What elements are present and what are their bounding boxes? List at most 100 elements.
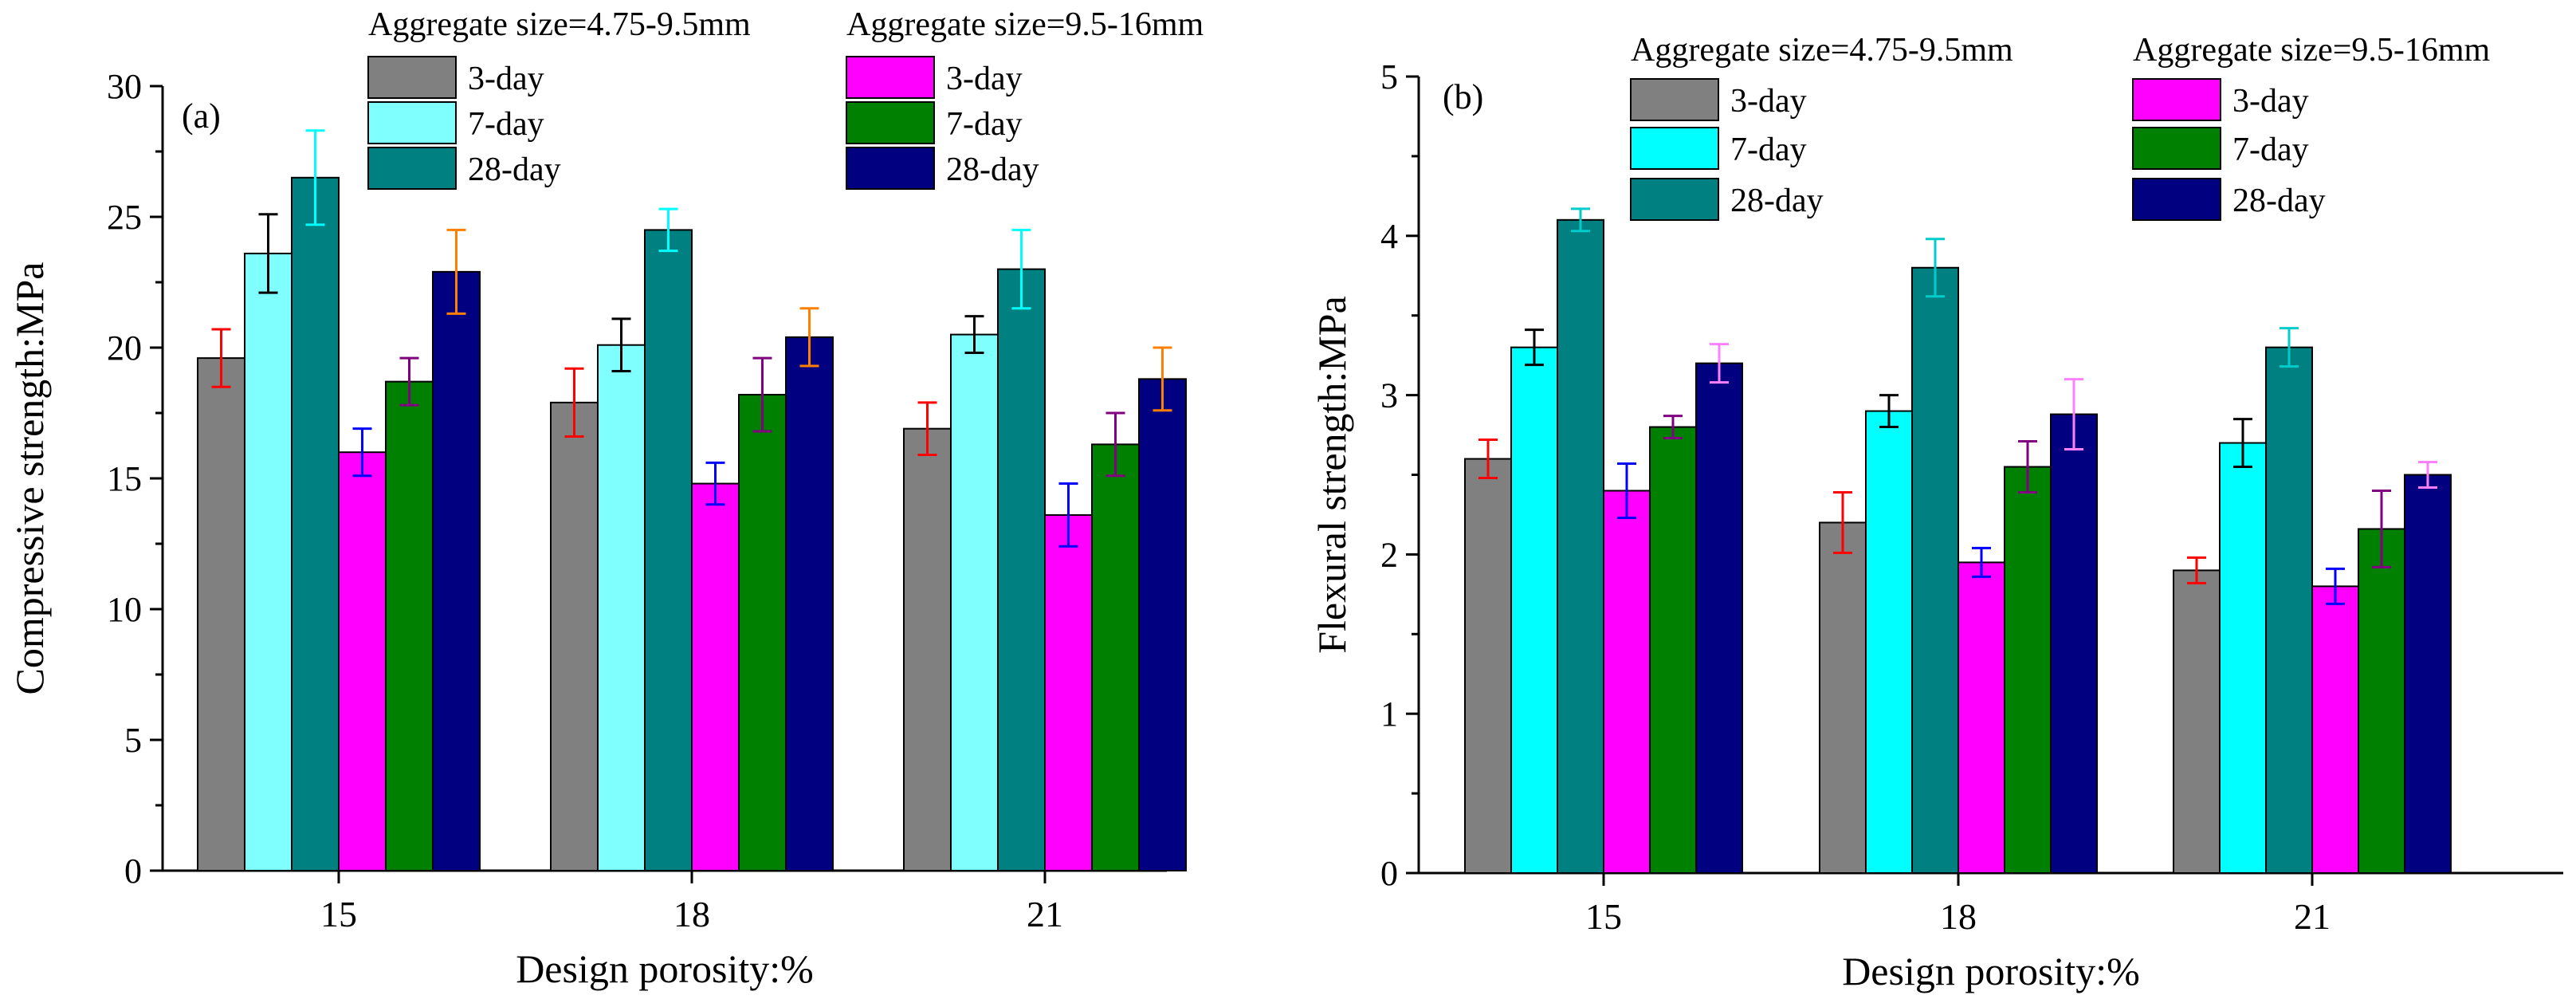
legend-label-a-s3: 3-day — [946, 61, 1023, 97]
error-bar-b-s0-c18 — [1833, 490, 1852, 554]
legend-swatch-b-s3 — [2132, 78, 2221, 121]
bar-b-3-day-s0-c15 — [1464, 458, 1512, 874]
legend-swatch-a-s3 — [846, 56, 935, 99]
bar-b-28-day-s2-c21 — [2265, 346, 2313, 875]
bar-b-28-day-s5-c18 — [2050, 413, 2098, 874]
legend-swatch-b-s1 — [1630, 127, 1719, 170]
error-bar-b-s3-c15 — [1617, 462, 1636, 519]
x-tick-label-b: 18 — [1940, 896, 1977, 937]
bar-a-7-day-s1-c15 — [244, 252, 293, 872]
error-bar-b-s1-c18 — [1879, 394, 1899, 429]
legend-swatch-a-s5 — [846, 147, 935, 190]
y-tick-label-b: 2 — [1380, 535, 1398, 574]
bar-b-28-day-s5-c15 — [1695, 362, 1743, 874]
legend-label-b-s5: 28-day — [2232, 183, 2326, 219]
error-bar-a-s4-c21 — [1105, 411, 1125, 478]
legend-label-a-s4: 7-day — [946, 106, 1023, 143]
x-tick-label-a: 15 — [320, 894, 357, 934]
legend-swatch-a-s4 — [846, 101, 935, 144]
bar-b-7-day-s1-c18 — [1865, 410, 1913, 874]
legend-swatch-b-s5 — [2132, 178, 2221, 221]
error-bar-a-s0-c21 — [917, 401, 937, 456]
y-tick-label-b: 4 — [1380, 217, 1398, 256]
bar-b-7-day-s1-c15 — [1510, 346, 1558, 875]
panel-label-b: (b) — [1443, 77, 1483, 116]
error-bar-a-s0-c15 — [211, 328, 231, 388]
error-bar-a-s3-c18 — [705, 461, 725, 506]
legend-label-a-s5: 28-day — [946, 151, 1039, 188]
legend-swatch-a-s2 — [367, 147, 457, 190]
legend-group-title-b-2: Aggregate size=9.5-16mm — [2133, 32, 2491, 69]
bar-b-28-day-s5-c21 — [2404, 474, 2452, 874]
x-tick-label-a: 21 — [1027, 894, 1063, 934]
legend-label-a-s2: 28-day — [468, 151, 561, 188]
y-tick-label-a: 25 — [107, 198, 142, 237]
x-tick-label-b: 15 — [1585, 896, 1622, 937]
error-bar-b-s4-c21 — [2372, 489, 2391, 568]
bar-a-3-day-s3-c15 — [338, 451, 387, 871]
error-bar-b-s1-c15 — [1525, 328, 1544, 367]
bar-a-3-day-s0-c18 — [550, 401, 599, 871]
error-bar-a-s5-c15 — [446, 228, 466, 315]
legend-group-title-a-1: Aggregate size=4.75-9.5mm — [368, 6, 751, 43]
y-tick-label-b: 1 — [1380, 694, 1398, 734]
bar-a-28-day-s5-c21 — [1138, 378, 1187, 871]
bar-b-3-day-s3-c18 — [1958, 561, 2005, 874]
error-bar-a-s5-c18 — [799, 307, 819, 368]
legend-label-b-s2: 28-day — [1730, 183, 1824, 219]
legend-label-b-s1: 7-day — [1730, 132, 1807, 168]
x-axis-label-a: Design porosity:% — [516, 946, 814, 991]
error-bar-b-s4-c15 — [1663, 415, 1683, 440]
bar-a-3-day-s3-c21 — [1044, 513, 1093, 871]
panel-b: Flexural strength:MPa Design porosity:% … — [1310, 32, 2563, 993]
error-bar-b-s3-c21 — [2326, 567, 2345, 605]
x-tick-label-b: 21 — [2294, 896, 2331, 937]
legend-label-b-s0: 3-day — [1730, 83, 1807, 120]
legend-swatch-b-s2 — [1630, 178, 1719, 221]
error-bar-b-s1-c21 — [2233, 418, 2252, 469]
legend-label-a-s1: 7-day — [468, 106, 544, 143]
y-tick-label-a: 5 — [124, 721, 142, 760]
error-bar-a-s3-c21 — [1058, 482, 1078, 548]
bar-a-3-day-s0-c21 — [903, 427, 952, 871]
x-axis-label-b: Design porosity:% — [1842, 949, 2140, 993]
error-bar-a-s2-c18 — [658, 207, 678, 253]
y-tick-label-a: 15 — [107, 459, 142, 498]
error-bar-b-s2-c15 — [1571, 207, 1590, 233]
error-bar-a-s4-c15 — [399, 356, 419, 407]
bar-a-7-day-s4-c21 — [1091, 443, 1140, 871]
bar-a-28-day-s5-c18 — [785, 336, 834, 871]
y-tick-label-b: 0 — [1380, 854, 1398, 893]
error-bar-b-s5-c15 — [1710, 343, 1729, 384]
legend-swatch-b-s0 — [1630, 78, 1719, 121]
bar-a-7-day-s1-c21 — [950, 333, 999, 872]
bar-b-7-day-s4-c18 — [2004, 466, 2052, 874]
error-bar-a-s0-c18 — [564, 367, 584, 439]
panel-label-a: (a) — [182, 96, 221, 136]
legend-group-title-b-1: Aggregate size=4.75-9.5mm — [1631, 32, 2013, 69]
error-bar-a-s2-c15 — [305, 129, 325, 226]
error-bar-a-s2-c21 — [1011, 228, 1031, 310]
error-bar-b-s5-c21 — [2418, 461, 2437, 489]
legend-label-a-s0: 3-day — [468, 61, 544, 97]
legend-swatch-a-s0 — [367, 56, 457, 99]
bar-b-7-day-s4-c21 — [2358, 528, 2405, 874]
error-bar-a-s5-c21 — [1153, 346, 1172, 412]
y-tick-label-b: 5 — [1380, 57, 1398, 96]
legend-swatch-a-s1 — [367, 101, 457, 144]
legend-label-b-s4: 7-day — [2232, 132, 2309, 168]
y-tick-label-a: 30 — [107, 67, 142, 106]
bar-a-28-day-s5-c15 — [432, 270, 481, 871]
error-bar-b-s2-c21 — [2280, 327, 2299, 368]
bar-a-3-day-s3-c18 — [691, 482, 740, 871]
error-bar-b-s5-c18 — [2064, 378, 2083, 451]
bar-a-28-day-s2-c21 — [997, 268, 1046, 872]
bar-a-28-day-s2-c18 — [644, 229, 693, 871]
error-bar-b-s4-c18 — [2018, 440, 2037, 494]
bar-a-7-day-s4-c15 — [385, 380, 434, 871]
y-tick-label-a: 0 — [124, 852, 142, 891]
y-axis-label-a: Compressive strength:MPa — [7, 262, 52, 694]
legend-group-title-a-2: Aggregate size=9.5-16mm — [846, 6, 1204, 43]
bar-a-7-day-s4-c18 — [738, 394, 787, 872]
